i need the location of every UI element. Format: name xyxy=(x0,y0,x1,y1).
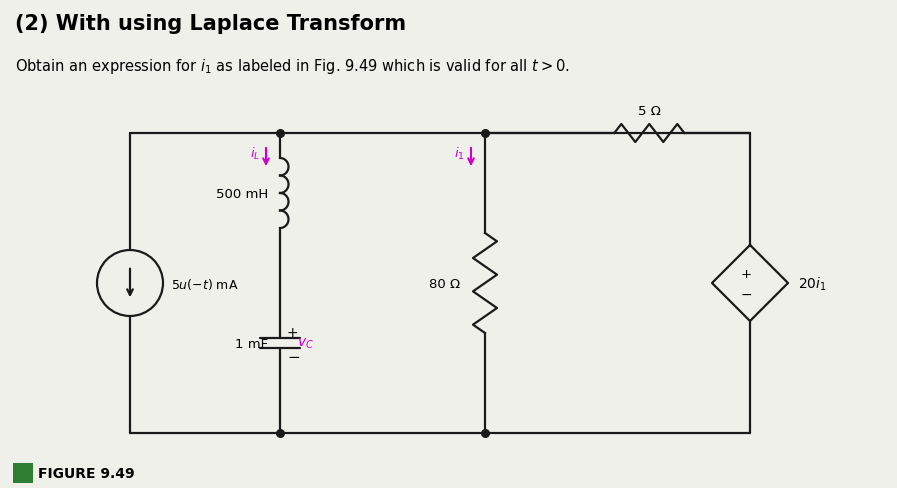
Text: $i_L$: $i_L$ xyxy=(249,146,260,162)
Text: $v_C$: $v_C$ xyxy=(297,336,314,350)
Polygon shape xyxy=(712,245,788,321)
Text: Obtain an expression for $i_1$ as labeled in Fig. 9.49 which is valid for all $t: Obtain an expression for $i_1$ as labele… xyxy=(15,57,570,76)
Text: 5 Ω: 5 Ω xyxy=(638,105,661,118)
Text: 5$u$($-t$) mA: 5$u$($-t$) mA xyxy=(171,276,239,291)
Text: (2) With using Laplace Transform: (2) With using Laplace Transform xyxy=(15,14,406,34)
Text: +: + xyxy=(287,325,299,339)
Text: +: + xyxy=(741,268,752,281)
Text: FIGURE 9.49: FIGURE 9.49 xyxy=(38,466,135,480)
Text: 1 mF: 1 mF xyxy=(235,337,268,350)
Text: 500 mH: 500 mH xyxy=(216,187,268,200)
Text: −: − xyxy=(287,349,300,364)
Text: $i_1$: $i_1$ xyxy=(454,146,465,162)
Text: −: − xyxy=(740,287,752,302)
Text: 20$i_1$: 20$i_1$ xyxy=(798,275,827,292)
Text: 80 Ω: 80 Ω xyxy=(429,277,460,290)
Bar xyxy=(13,463,33,483)
